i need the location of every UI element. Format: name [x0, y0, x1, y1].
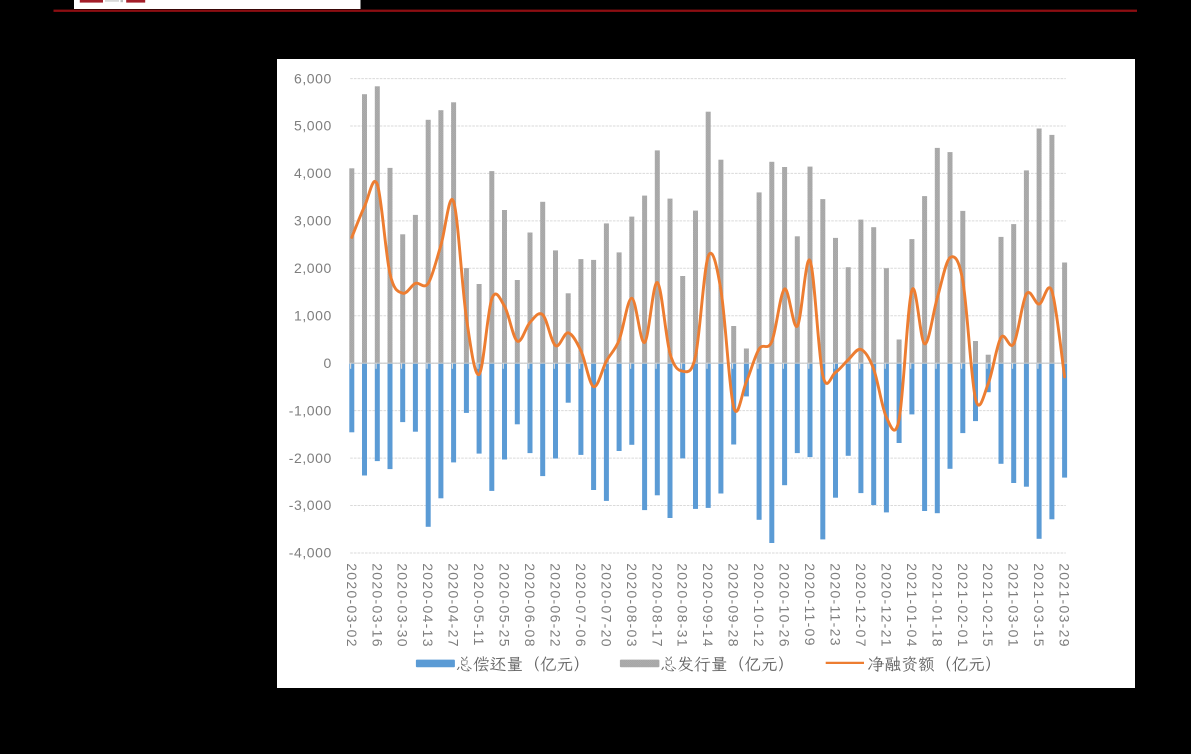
svg-text:2020-11-09: 2020-11-09	[802, 563, 818, 647]
svg-text:2020-04-27: 2020-04-27	[446, 563, 462, 648]
svg-text:1,000: 1,000	[294, 308, 332, 324]
svg-text:2020-03-30: 2020-03-30	[395, 563, 411, 648]
svg-text:-3,000: -3,000	[289, 497, 332, 513]
svg-text:2020-04-13: 2020-04-13	[420, 563, 436, 648]
svg-text:-2,000: -2,000	[289, 450, 332, 466]
svg-text:2020-10-12: 2020-10-12	[751, 563, 767, 648]
svg-text:2020-03-02: 2020-03-02	[344, 563, 360, 648]
svg-text:2020-12-07: 2020-12-07	[853, 563, 869, 648]
svg-text:2021-03-29: 2021-03-29	[1057, 563, 1073, 648]
svg-text:2021-03-01: 2021-03-01	[1006, 563, 1022, 648]
svg-text:2020-11-23: 2020-11-23	[828, 563, 844, 647]
svg-text:2021-01-04: 2021-01-04	[904, 563, 920, 648]
svg-text:2020-09-14: 2020-09-14	[700, 563, 716, 648]
svg-text:2021-01-18: 2021-01-18	[929, 563, 945, 648]
svg-text:4,000: 4,000	[294, 165, 332, 181]
svg-text:2021-03-15: 2021-03-15	[1031, 563, 1047, 648]
svg-text:2020-10-26: 2020-10-26	[777, 563, 793, 648]
svg-text:2020-12-21: 2020-12-21	[878, 563, 894, 648]
svg-text:2021-02-01: 2021-02-01	[955, 563, 971, 648]
svg-text:2020-05-25: 2020-05-25	[497, 563, 513, 648]
svg-text:2021-02-15: 2021-02-15	[980, 563, 996, 648]
svg-text:2020-07-20: 2020-07-20	[598, 563, 614, 648]
svg-text:5,000: 5,000	[294, 118, 332, 134]
svg-text:2020-05-11: 2020-05-11	[471, 563, 487, 647]
svg-text:2,000: 2,000	[294, 260, 332, 276]
svg-text:2020-06-22: 2020-06-22	[548, 563, 564, 648]
svg-text:-4,000: -4,000	[289, 545, 332, 561]
svg-text:2020-08-03: 2020-08-03	[624, 563, 640, 648]
svg-text:0: 0	[323, 355, 331, 371]
svg-text:2020-07-06: 2020-07-06	[573, 563, 589, 648]
svg-text:2020-06-08: 2020-06-08	[522, 563, 538, 648]
svg-text:3,000: 3,000	[294, 213, 332, 229]
svg-text:2020-08-17: 2020-08-17	[649, 563, 665, 648]
svg-text:2020-09-28: 2020-09-28	[726, 563, 742, 648]
svg-text:6,000: 6,000	[294, 70, 332, 86]
svg-text:-1,000: -1,000	[289, 402, 332, 418]
svg-text:2020-03-16: 2020-03-16	[369, 563, 385, 648]
svg-text:2020-08-31: 2020-08-31	[675, 563, 691, 648]
